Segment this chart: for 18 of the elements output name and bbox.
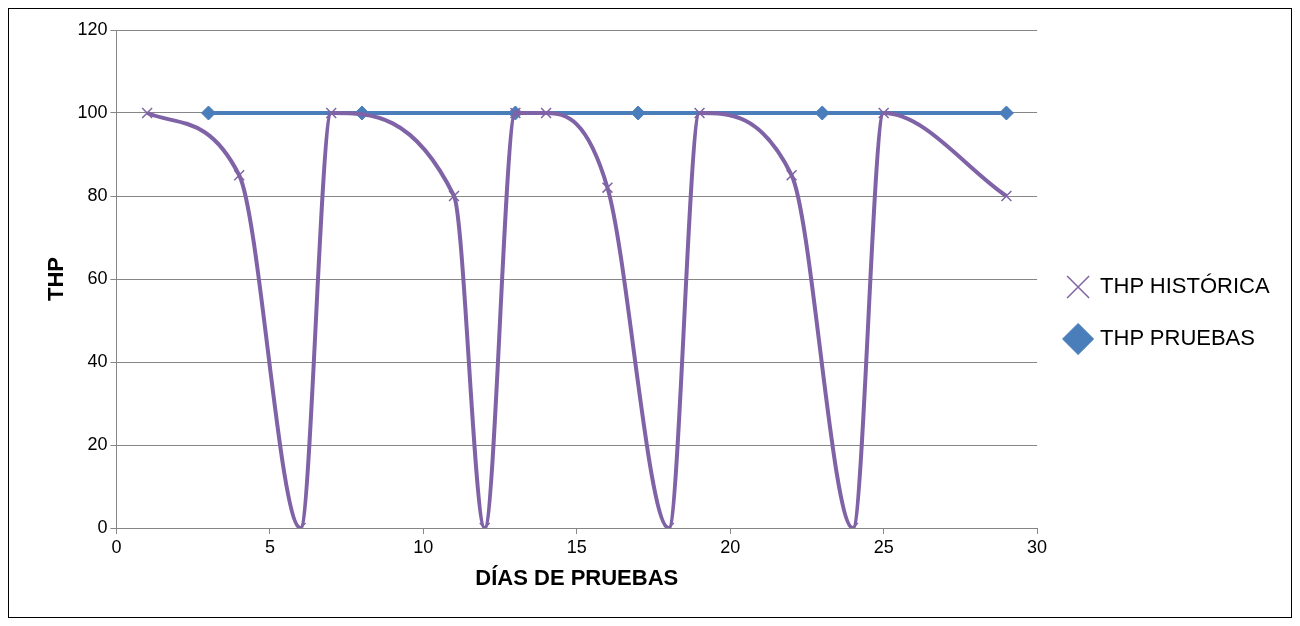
y-tick-label: 100: [77, 101, 108, 122]
x-tick-label: 25: [873, 536, 894, 557]
y-tick-label: 40: [87, 350, 108, 371]
legend-label: THP HISTÓRICA: [1100, 273, 1270, 299]
x-tick-label: 0: [111, 536, 122, 557]
y-axis-title: THP: [43, 257, 69, 301]
x-tick-label: 30: [1027, 536, 1048, 557]
x-tick-label: 10: [413, 536, 434, 557]
y-tick-label: 120: [77, 18, 108, 39]
legend-label: THP PRUEBAS: [1100, 325, 1255, 351]
x-tick-label: 15: [566, 536, 587, 557]
y-tick-label: 60: [87, 267, 108, 288]
x-tick-label: 20: [720, 536, 741, 557]
y-tick-label: 20: [87, 433, 108, 454]
y-tick-label: 80: [87, 184, 108, 205]
x-tick-label: 5: [264, 536, 275, 557]
y-tick-label: 0: [97, 516, 108, 537]
x-axis-title: DÍAS DE PRUEBAS: [475, 564, 679, 590]
